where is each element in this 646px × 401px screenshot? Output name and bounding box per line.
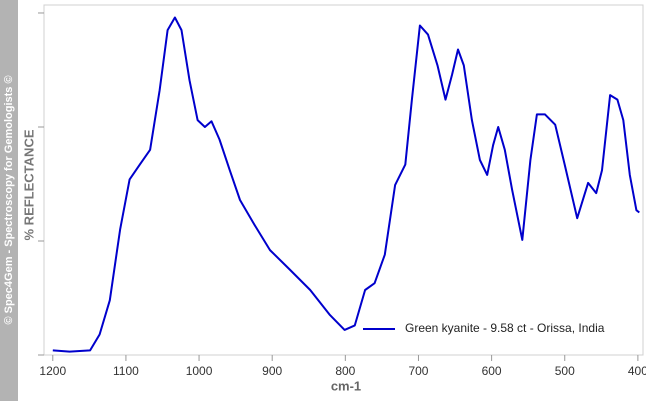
data-line [52, 16, 640, 353]
x-tick-label: 900 [262, 364, 282, 378]
legend-label: Green kyanite - 9.58 ct - Orissa, India [405, 321, 605, 335]
side-band [0, 0, 18, 401]
x-tick-label: 1000 [186, 364, 213, 378]
x-tick-label: 400 [628, 364, 646, 378]
plot-frame [43, 4, 644, 356]
y-axis-label: % REFLECTANCE [21, 129, 36, 240]
x-tick-label: 800 [335, 364, 355, 378]
x-tick-label: 1100 [113, 364, 139, 378]
x-axis-label: cm-1 [331, 378, 361, 393]
side-text: © Spec4Gem - Spectroscopy for Gemologist… [3, 75, 15, 324]
x-tick-label: 1200 [39, 364, 66, 378]
x-tick-label: 500 [555, 364, 575, 378]
x-tick-label: 600 [482, 364, 502, 378]
x-tick-label: 700 [408, 364, 428, 378]
